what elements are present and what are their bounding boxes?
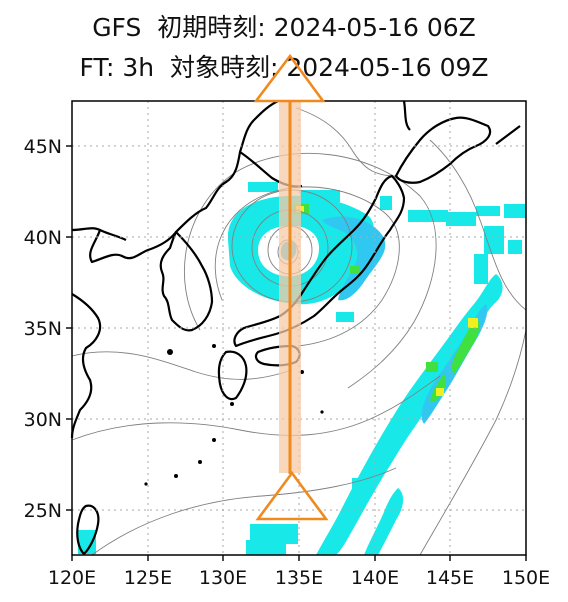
cross-section-overlay xyxy=(253,53,329,521)
island xyxy=(212,438,216,442)
precip-cell xyxy=(446,212,476,226)
precip-cell xyxy=(504,204,526,218)
precip-moderate-2 xyxy=(350,266,360,274)
precip-cell xyxy=(248,182,278,192)
precip-cell xyxy=(246,540,286,555)
precip-cell xyxy=(474,254,488,284)
isobar xyxy=(91,467,397,556)
x-tick-label: 150E xyxy=(502,567,550,589)
island xyxy=(167,349,173,355)
island xyxy=(174,474,178,478)
x-tick-label: 130E xyxy=(199,567,247,589)
isobar xyxy=(214,186,400,347)
valid-time-title: FT: 3h 対象時刻: 2024-05-16 09Z xyxy=(79,53,489,82)
island xyxy=(212,344,216,348)
x-tick-label: 120E xyxy=(48,567,96,589)
precip-cell xyxy=(380,196,392,210)
precip-moderate-3 xyxy=(426,362,438,372)
init-time-title: GFS 初期時刻: 2024-05-16 06Z xyxy=(92,13,476,42)
x-tick-label: 125E xyxy=(124,567,172,589)
coastline-korea xyxy=(159,230,214,332)
coastline-shandong xyxy=(99,229,127,241)
precip-cell xyxy=(78,530,96,554)
coastline-hokkaido xyxy=(394,116,492,184)
isobar xyxy=(419,329,527,556)
coastline-kuril xyxy=(495,125,521,145)
cross-section-start-triangle xyxy=(255,470,329,521)
y-tick-label: 40N xyxy=(24,227,62,249)
island xyxy=(198,460,202,464)
coastlines xyxy=(70,100,521,556)
x-tick-label: 135E xyxy=(275,567,323,589)
precip-cell xyxy=(336,312,354,322)
x-tick-label: 140E xyxy=(351,567,399,589)
y-tick-label: 25N xyxy=(24,500,62,522)
axis-ticks xyxy=(66,145,527,561)
y-tick-label: 45N xyxy=(24,136,62,158)
coastline-kyushu xyxy=(217,350,248,401)
y-tick-label: 35N xyxy=(24,318,62,340)
precip-east-band xyxy=(322,216,386,301)
y-tick-labels: 45N 40N 35N 30N 25N xyxy=(24,136,62,522)
island xyxy=(320,410,324,414)
graticule xyxy=(72,101,526,555)
coastline-sakhalin xyxy=(402,100,411,131)
x-tick-label: 145E xyxy=(426,567,474,589)
precip-frontal-moderate xyxy=(451,318,480,374)
precip-cell xyxy=(508,240,522,254)
islands xyxy=(144,344,324,486)
coastline-taiwan xyxy=(76,504,100,556)
isobar xyxy=(71,351,293,380)
precip-cell xyxy=(250,524,298,544)
island xyxy=(230,402,234,406)
y-tick-label: 30N xyxy=(24,409,62,431)
island xyxy=(144,482,148,486)
precip-frontal-band-2 xyxy=(364,488,404,555)
precip-heavy-2 xyxy=(468,318,478,328)
precip-cell xyxy=(408,210,448,222)
isobar xyxy=(295,107,397,177)
precip-heavy-3 xyxy=(436,388,444,396)
x-tick-labels: 120E 125E 130E 135E 140E 145E 150E xyxy=(48,567,550,589)
cross-section-end-arrow xyxy=(253,53,326,103)
coastline-china xyxy=(70,293,102,439)
precip-cell xyxy=(476,206,500,216)
